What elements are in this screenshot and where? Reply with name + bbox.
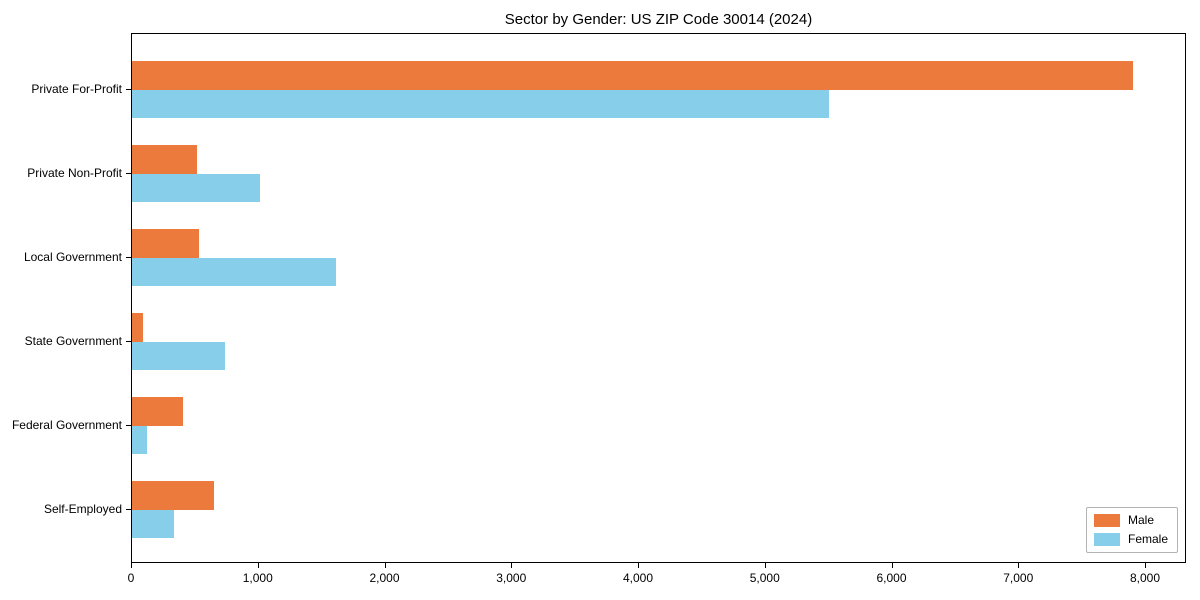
x-tick-mark xyxy=(257,563,259,568)
y-axis-label: Private Non-Profit xyxy=(27,165,122,180)
legend-item-male: Male xyxy=(1093,513,1168,527)
x-axis-label: 3,000 xyxy=(496,571,527,585)
legend-swatch-male xyxy=(1093,514,1120,527)
y-tick-mark xyxy=(126,256,131,258)
x-axis-label: 5,000 xyxy=(749,571,780,585)
x-axis-label: 1,000 xyxy=(242,571,273,585)
bar-female-4 xyxy=(132,425,148,454)
bar-female-5 xyxy=(132,509,174,538)
x-tick-mark xyxy=(1018,563,1020,568)
y-tick-mark xyxy=(126,340,131,342)
y-axis-label: Self-Employed xyxy=(43,501,122,516)
y-axis-label: Local Government xyxy=(23,249,122,264)
x-axis-label: 6,000 xyxy=(876,571,907,585)
x-tick-mark xyxy=(511,563,513,568)
bar-male-3 xyxy=(132,313,144,342)
x-axis-label: 2,000 xyxy=(369,571,400,585)
plot-area: Male Female xyxy=(131,33,1186,563)
x-axis-label: 4,000 xyxy=(622,571,654,585)
x-tick-mark xyxy=(1145,563,1146,568)
legend: Male Female xyxy=(1085,507,1178,553)
bar-male-1 xyxy=(132,145,197,174)
legend-label-female: Female xyxy=(1127,532,1168,546)
x-axis-label: 7,000 xyxy=(1003,571,1034,585)
x-tick-mark xyxy=(384,563,386,568)
x-tick-mark xyxy=(891,563,893,568)
y-axis-label: Private For-Profit xyxy=(31,81,122,96)
x-tick-mark xyxy=(131,563,132,568)
bar-male-4 xyxy=(132,397,183,426)
legend-item-female: Female xyxy=(1093,532,1168,546)
x-tick-mark xyxy=(638,563,639,568)
bar-male-0 xyxy=(132,61,1134,90)
y-tick-mark xyxy=(126,172,131,174)
legend-swatch-female xyxy=(1093,533,1120,546)
bar-female-0 xyxy=(132,89,830,118)
y-axis-label: State Government xyxy=(24,333,122,348)
bar-female-3 xyxy=(132,341,225,370)
x-axis-label: 0 xyxy=(127,571,135,585)
x-axis-label: 8,000 xyxy=(1129,571,1161,585)
chart-title: Sector by Gender: US ZIP Code 30014 (202… xyxy=(504,11,813,28)
y-tick-mark xyxy=(126,88,131,90)
bar-male-5 xyxy=(132,481,215,510)
x-tick-mark xyxy=(764,563,766,568)
y-tick-mark xyxy=(126,424,131,426)
bar-male-2 xyxy=(132,229,200,258)
bar-female-1 xyxy=(132,173,261,202)
bar-female-2 xyxy=(132,257,337,286)
legend-label-male: Male xyxy=(1127,513,1154,527)
y-axis-label: Federal Government xyxy=(11,417,122,432)
y-tick-mark xyxy=(126,508,131,510)
